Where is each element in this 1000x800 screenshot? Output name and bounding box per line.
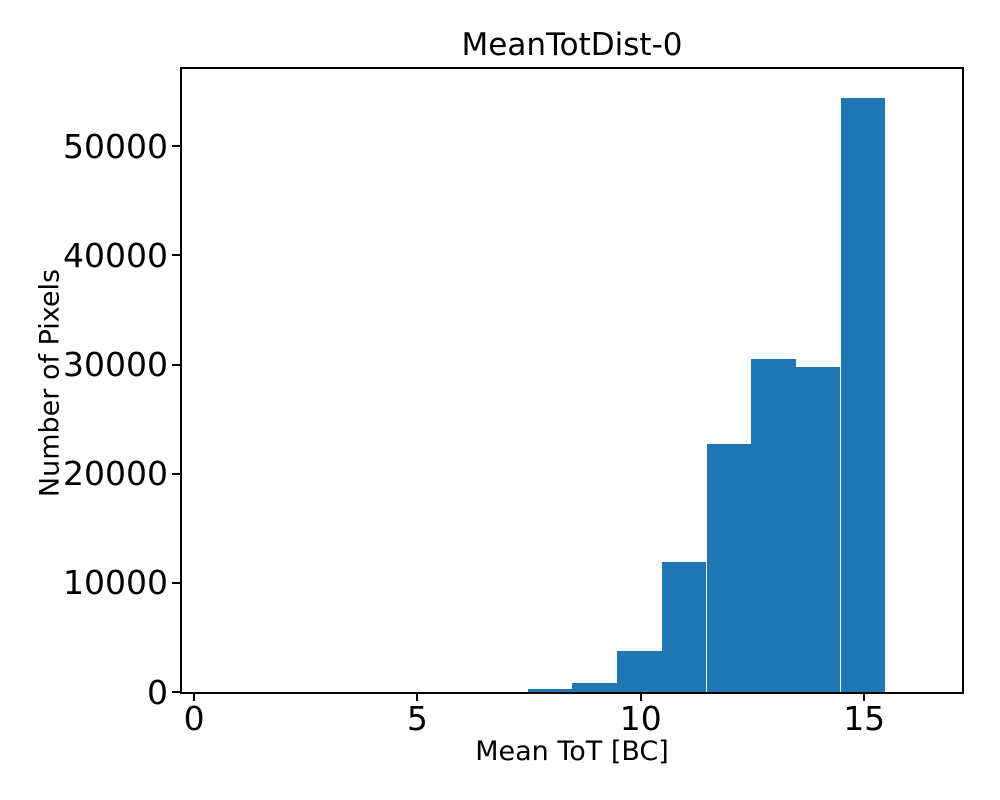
histogram-bar	[840, 98, 886, 692]
x-tick-label: 0	[183, 699, 205, 738]
y-tick-label: 0	[147, 672, 168, 712]
x-tick-label: 5	[406, 699, 428, 738]
y-axis-label: Number of Pixels	[34, 268, 66, 498]
x-tick-label: 15	[843, 699, 886, 738]
x-tick-mark	[193, 693, 196, 701]
y-tick-label: 40000	[63, 235, 168, 275]
y-tick-mark	[172, 145, 180, 148]
y-tick-mark	[172, 363, 180, 366]
y-tick-mark	[172, 472, 180, 475]
x-tick-mark	[639, 693, 642, 701]
histogram-bar	[527, 689, 573, 692]
histogram-bar	[706, 444, 752, 692]
y-tick-label: 10000	[63, 563, 168, 603]
y-tick-label: 30000	[63, 345, 168, 385]
x-tick-mark	[863, 693, 866, 701]
y-tick-mark	[172, 691, 180, 693]
x-axis-label: Mean ToT [BC]	[475, 736, 669, 767]
histogram-bar	[572, 683, 618, 692]
y-tick-label: 50000	[63, 126, 168, 166]
x-tick-mark	[416, 693, 419, 701]
histogram-bar	[751, 359, 796, 692]
y-tick-mark	[172, 254, 180, 257]
y-tick-mark	[172, 581, 180, 584]
chart-title: MeanTotDist-0	[461, 27, 683, 63]
histogram-bar	[661, 562, 707, 692]
plot-area	[182, 69, 962, 692]
histogram-bar	[795, 366, 841, 692]
x-tick-label: 10	[619, 699, 662, 738]
histogram-bar	[617, 650, 662, 692]
y-tick-label: 20000	[63, 454, 168, 494]
